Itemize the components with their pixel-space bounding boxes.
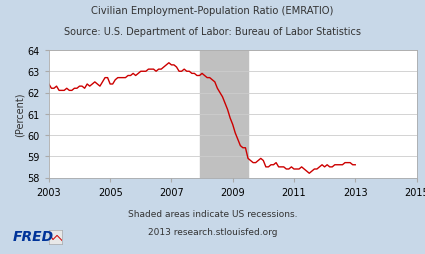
Text: Shaded areas indicate US recessions.: Shaded areas indicate US recessions. — [128, 210, 297, 218]
Bar — [199, 51, 248, 178]
Text: Source: U.S. Department of Labor: Bureau of Labor Statistics: Source: U.S. Department of Labor: Bureau… — [64, 27, 361, 37]
Text: FRED: FRED — [13, 229, 54, 243]
Text: Civilian Employment-Population Ratio (EMRATIO): Civilian Employment-Population Ratio (EM… — [91, 6, 334, 16]
Text: 2013 research.stlouisfed.org: 2013 research.stlouisfed.org — [148, 227, 277, 236]
Y-axis label: (Percent): (Percent) — [15, 92, 25, 136]
